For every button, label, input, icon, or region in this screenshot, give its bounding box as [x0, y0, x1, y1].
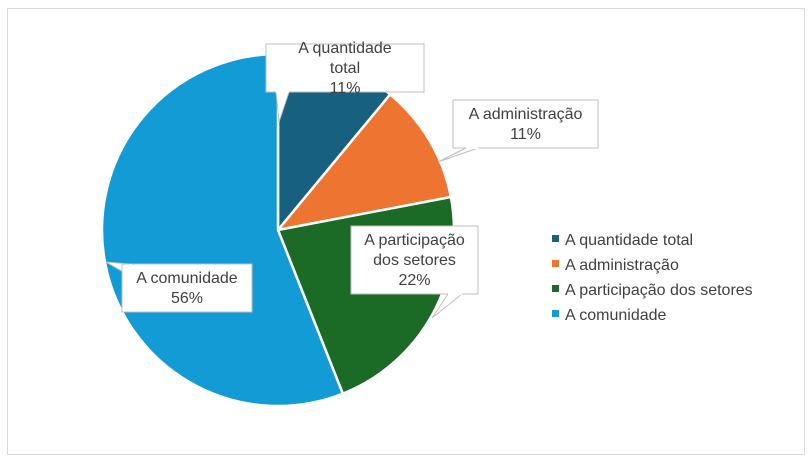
data-label-category: dos setores	[373, 252, 456, 269]
data-label-a-quantidade-total: A quantidade total 11%	[265, 40, 425, 97]
data-label-category: A administração	[469, 106, 583, 123]
callout-tail-a-administracao	[437, 147, 479, 163]
legend-swatch	[552, 260, 559, 267]
legend-item-a-administracao: A administração	[552, 257, 679, 274]
pie-slice-a-comunidade	[100, 52, 345, 408]
data-label-category: total	[330, 60, 360, 77]
callout-box	[350, 225, 479, 295]
pie-slice-a-administracao	[276, 93, 453, 232]
data-label-value: 22%	[398, 272, 430, 289]
legend-label: A quantidade total	[565, 232, 693, 249]
legend-swatch	[552, 310, 559, 317]
data-label-a-participacao-dos-setores: A participação dos setores 22%	[350, 225, 479, 295]
data-label-value: 56%	[171, 290, 203, 307]
legend-label: A participação dos setores	[565, 282, 753, 299]
legend-label: A comunidade	[565, 307, 667, 324]
legend-swatch	[552, 285, 559, 292]
data-label-category: A participação	[364, 232, 465, 249]
data-label-category: A quantidade	[298, 40, 392, 57]
data-label-a-comunidade: A comunidade 56%	[121, 263, 253, 313]
legend-item-a-quantidade-total: A quantidade total	[552, 232, 693, 249]
legend-item-a-participacao-dos-setores: A participação dos setores	[552, 282, 753, 299]
legend-item-a-comunidade: A comunidade	[552, 307, 667, 324]
callout-box	[121, 263, 253, 313]
legend: A quantidade total A administração A parti…	[552, 232, 753, 324]
data-label-value: 11%	[510, 126, 541, 143]
legend-label: A administração	[565, 257, 679, 274]
legend-swatch	[552, 235, 559, 242]
callout-box	[452, 99, 599, 149]
callout-leaders	[105, 91, 479, 319]
data-label-value: 11%	[330, 80, 361, 97]
data-label-a-administracao: A administração 11%	[452, 99, 599, 149]
data-label-category: A comunidade	[136, 270, 238, 287]
callout-box	[265, 43, 425, 93]
